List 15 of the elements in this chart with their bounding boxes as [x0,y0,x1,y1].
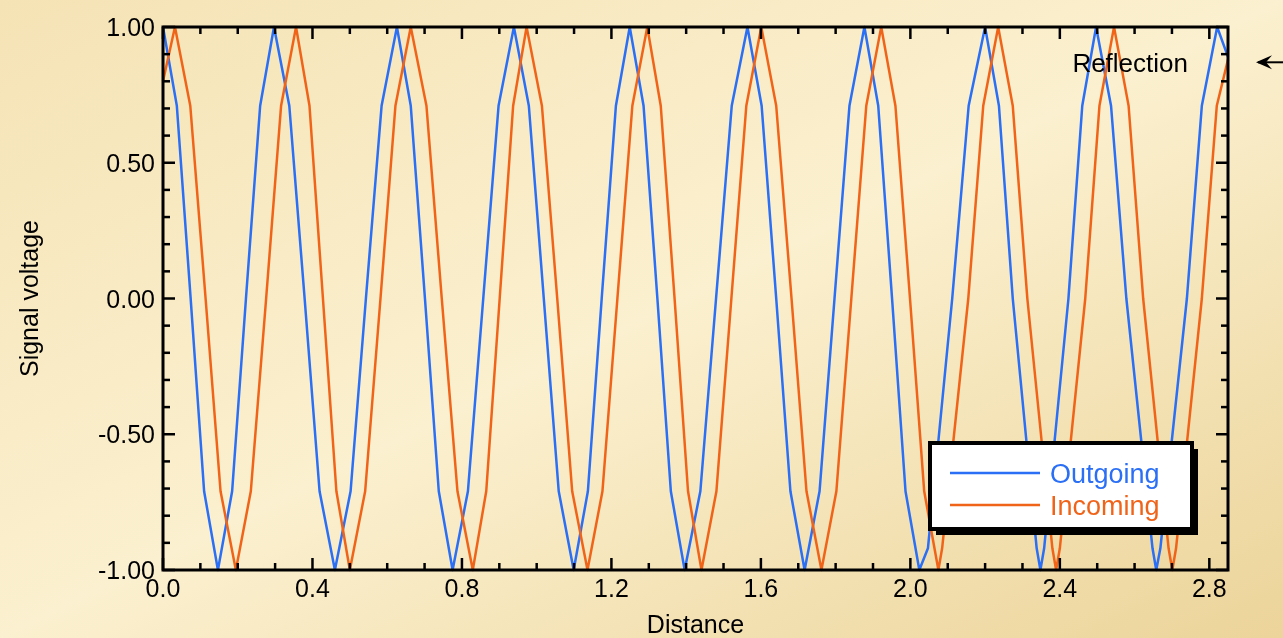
x-tick-label: 2.8 [1191,574,1227,602]
y-axis-title: Signal voltage [15,219,43,378]
x-tick-label: 0.8 [444,574,480,602]
y-tick-label: 1.00 [106,13,155,41]
y-tick-label: -0.50 [98,420,155,449]
x-tick-label: 1.6 [743,574,779,602]
x-axis-title: Distance [646,610,745,638]
x-tick-label: 2.4 [1042,574,1078,602]
x-tick-label: 1.2 [594,574,629,602]
legend-label: Incoming [1050,491,1160,521]
y-tick-label: 0.00 [106,284,155,313]
x-tick-label: 0.4 [295,574,330,602]
x-tick-label: 2.0 [892,574,928,602]
legend-label: Outgoing [1050,459,1160,489]
y-tick-label: 0.50 [106,148,155,177]
